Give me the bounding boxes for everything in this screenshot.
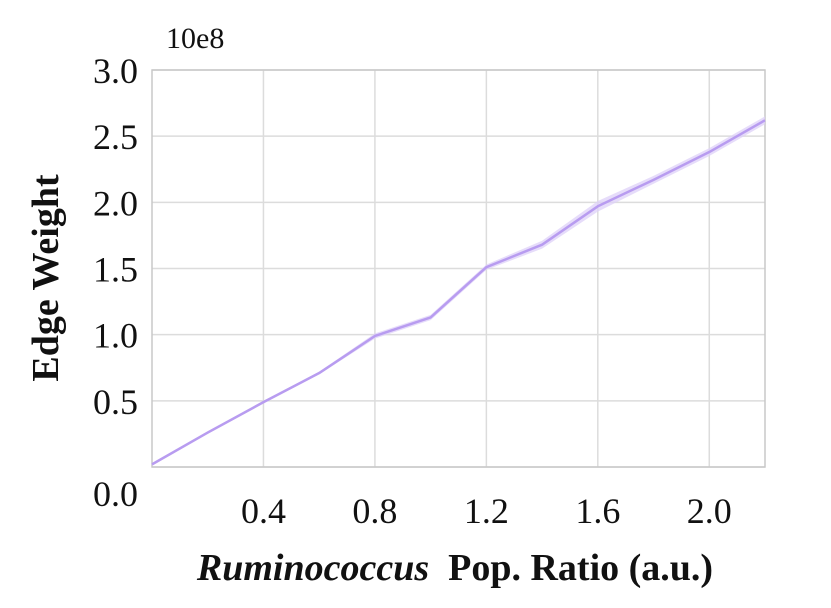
y-tick-label: 2.5 — [93, 117, 138, 157]
series-line-layer — [151, 119, 766, 466]
plot-frame — [151, 69, 766, 468]
series-line — [151, 119, 766, 466]
x-tick-label: 0.4 — [241, 491, 286, 531]
y-tick-label: 2.0 — [93, 183, 138, 223]
y-tick-label: 3.0 — [93, 51, 138, 91]
y-tick-label: 1.5 — [93, 250, 138, 290]
x-axis-title-italic: Ruminococcus — [196, 547, 429, 589]
x-tick-label: 0.8 — [352, 491, 397, 531]
x-tick-label: 2.0 — [687, 491, 732, 531]
y-axis-multiplier: 10e8 — [166, 22, 224, 55]
y-tick-labels: 0.0 0.5 1.0 1.5 2.0 2.5 3.0 — [93, 51, 138, 514]
grid — [152, 69, 765, 468]
x-axis-title: Ruminococcus Pop. Ratio (a.u.) — [196, 547, 713, 589]
y-tick-label: 1.0 — [93, 316, 138, 356]
x-axis-title-rest: Pop. Ratio (a.u.) — [439, 547, 713, 589]
y-axis-title: Edge Weight — [25, 174, 67, 382]
x-tick-label: 1.6 — [575, 491, 620, 531]
x-tick-label: 1.2 — [464, 491, 509, 531]
y-tick-label: 0.0 — [93, 474, 138, 514]
x-tick-labels: 0.4 0.8 1.2 1.6 2.0 — [241, 491, 732, 531]
y-tick-label: 0.5 — [93, 382, 138, 422]
